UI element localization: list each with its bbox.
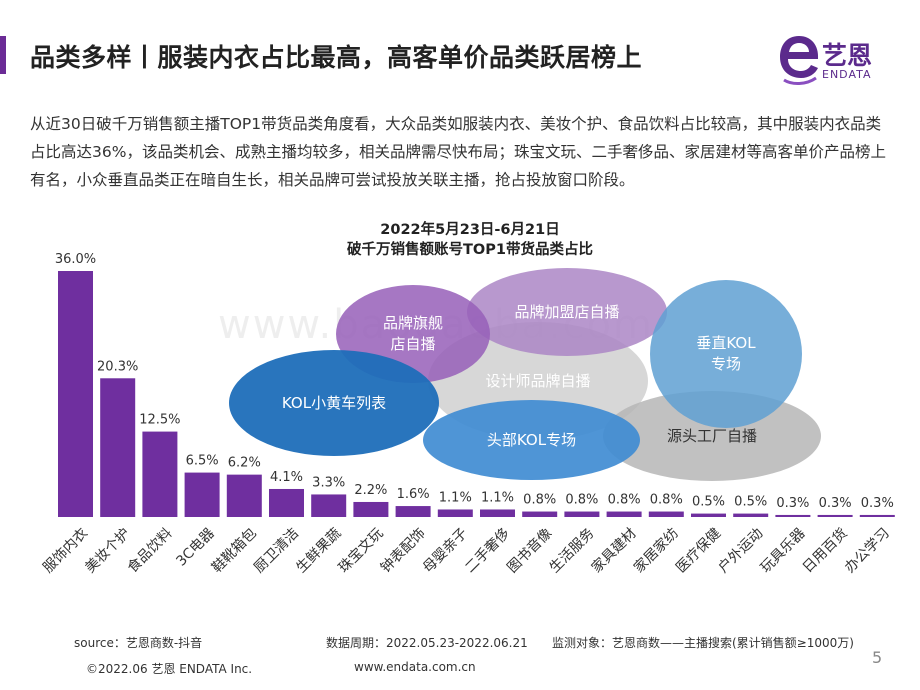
- bubble-vertical-label-1: 垂直KOL: [696, 334, 756, 352]
- bubble-source-label: 源头工厂自播: [666, 426, 757, 445]
- page-title: 品类多样丨服装内衣占比最高，高客单价品类跃居榜上: [30, 43, 643, 72]
- title-accent-bar: [0, 36, 6, 74]
- bar-钟表配饰: [395, 506, 431, 517]
- bubble-flagship-label-2: 店自播: [390, 335, 436, 353]
- chart-title: 2022年5月23日-6月21日: [380, 222, 560, 238]
- bubble-franchise-label: 品牌加盟店自播: [514, 302, 620, 321]
- bubble-top-kol-label: 头部KOL专场: [486, 430, 577, 449]
- value-label-厨卫清洁: 4.1%: [270, 470, 303, 485]
- value-label-3C电器: 6.5%: [186, 454, 219, 469]
- category-label-玩具乐器: 玩具乐器: [758, 525, 809, 576]
- logo-text-en: ENDATA: [822, 68, 872, 81]
- category-label-家居家纺: 家居家纺: [630, 525, 682, 577]
- endata-logo-icon: [780, 36, 819, 85]
- bubble-top-kol-special: 头部KOL专场: [423, 400, 640, 480]
- category-label-户外运动: 户外运动: [715, 525, 767, 577]
- value-label-母婴亲子: 1.1%: [439, 490, 472, 505]
- value-label-二手奢侈: 1.1%: [481, 490, 514, 505]
- bubble-vertical-kol: 垂直KOL 专场: [650, 280, 802, 428]
- value-label-图书音像: 0.8%: [523, 493, 556, 508]
- bar-美妆个护: [100, 378, 136, 517]
- bar-日用百货: [817, 514, 853, 517]
- category-label-美妆个护: 美妆个护: [82, 525, 133, 576]
- category-label-母婴亲子: 母婴亲子: [420, 525, 471, 576]
- value-label-鞋靴箱包: 6.2%: [228, 456, 261, 471]
- value-label-服饰内衣: 36.0%: [55, 252, 96, 267]
- category-label-厨卫清洁: 厨卫清洁: [251, 525, 302, 576]
- bar-母婴亲子: [437, 509, 473, 517]
- value-label-生活服务: 0.8%: [565, 493, 598, 508]
- bubble-franchise-store-live: 品牌加盟店自播: [467, 268, 667, 356]
- value-label-珠宝文玩: 2.2%: [354, 483, 387, 498]
- value-label-生鲜果蔬: 3.3%: [312, 475, 345, 490]
- bar-厨卫清洁: [269, 488, 304, 517]
- bar-3C电器: [184, 472, 220, 517]
- bubble-vertical-label-2: 专场: [710, 355, 741, 373]
- endata-logo: 艺恩 ENDATA: [776, 30, 896, 90]
- category-label-办公学习: 办公学习: [842, 525, 893, 576]
- category-label-服饰内衣: 服饰内衣: [40, 525, 91, 576]
- bar-生活服务: [564, 511, 600, 517]
- bubble-kol-cart-label: KOL小黄车列表: [281, 393, 387, 412]
- footer-website: www.endata.com.cn: [354, 660, 476, 674]
- value-label-美妆个护: 20.3%: [97, 359, 138, 374]
- value-label-户外运动: 0.5%: [734, 495, 767, 510]
- category-label-珠宝文玩: 珠宝文玩: [336, 525, 387, 576]
- bar-家居家纺: [648, 511, 684, 517]
- chart-subtitle: 破千万销售额账号TOP1带货品类占比: [347, 242, 593, 258]
- footer-monitor-target: 监测对象：艺恩商数——主播搜索(累计销售额≥1000万): [552, 636, 854, 650]
- bar-鞋靴箱包: [226, 474, 262, 517]
- bar-食品饮料: [142, 431, 178, 517]
- category-label-钟表配饰: 钟表配饰: [377, 525, 429, 577]
- bar-服饰内衣: [58, 271, 93, 517]
- bubble-designer-label: 设计师品牌自播: [485, 371, 591, 390]
- bar-玩具乐器: [775, 514, 811, 517]
- bar-办公学习: [859, 514, 895, 517]
- value-label-玩具乐器: 0.3%: [776, 496, 809, 511]
- value-label-钟表配饰: 1.6%: [397, 487, 430, 502]
- bar-二手奢侈: [480, 509, 515, 517]
- category-label-图书音像: 图书音像: [504, 525, 556, 577]
- value-label-家具建材: 0.8%: [608, 493, 641, 508]
- category-label-日用百货: 日用百货: [799, 525, 851, 577]
- footer-copyright: ©2022.06 艺恩 ENDATA Inc.: [86, 662, 253, 676]
- category-label-医疗保健: 医疗保健: [673, 525, 724, 576]
- category-label-二手奢侈: 二手奢侈: [462, 525, 513, 576]
- bar-家具建材: [606, 511, 642, 517]
- bar-珠宝文玩: [353, 501, 389, 517]
- footer-source: source：艺恩商数-抖音: [74, 636, 203, 650]
- category-label-鞋靴箱包: 鞋靴箱包: [209, 525, 260, 576]
- category-label-生鲜果蔬: 生鲜果蔬: [293, 525, 344, 576]
- bubble-flagship-label-1: 品牌旗舰: [382, 314, 443, 332]
- footer-data-period: 数据周期：2022.05.23-2022.06.21: [326, 636, 528, 650]
- category-label-家具建材: 家具建材: [588, 525, 640, 577]
- bubble-kol-cart-list: KOL小黄车列表: [229, 350, 439, 456]
- value-label-办公学习: 0.3%: [861, 496, 894, 511]
- page-number: 5: [872, 648, 883, 667]
- logo-text-cn: 艺恩: [822, 41, 873, 70]
- intro-paragraph: 从近30日破千万销售额主播TOP1带货品类角度看，大众品类如服装内衣、美妆个护、…: [30, 115, 886, 189]
- bar-生鲜果蔬: [311, 494, 347, 517]
- value-label-家居家纺: 0.8%: [650, 493, 683, 508]
- value-label-日用百货: 0.3%: [819, 496, 852, 511]
- category-label-生活服务: 生活服务: [547, 525, 598, 576]
- bar-医疗保健: [691, 513, 726, 517]
- value-label-医疗保健: 0.5%: [692, 495, 725, 510]
- category-label-食品饮料: 食品饮料: [124, 525, 176, 577]
- bar-户外运动: [733, 513, 769, 517]
- bar-图书音像: [522, 511, 558, 517]
- value-label-食品饮料: 12.5%: [139, 413, 180, 428]
